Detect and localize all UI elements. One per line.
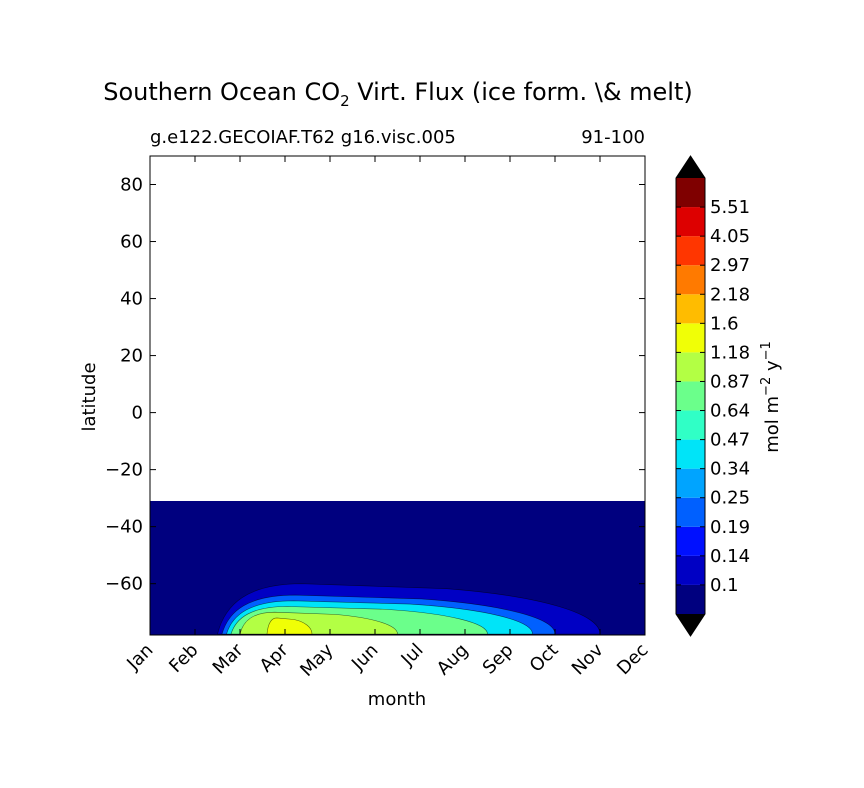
colorbar-outline bbox=[675, 155, 706, 637]
colorbar-tick-label: 0.19 bbox=[710, 517, 750, 538]
x-tick-label: Jul bbox=[397, 640, 428, 671]
colorbar-segment bbox=[676, 236, 705, 266]
colorbar-tick-label: 0.47 bbox=[710, 430, 750, 451]
colorbar-segment bbox=[676, 555, 705, 585]
colorbar-segment bbox=[676, 497, 705, 527]
y-tick-label: 80 bbox=[120, 175, 143, 196]
colorbar-segment bbox=[676, 526, 705, 556]
colorbar-label: mol m−2 y−1 bbox=[759, 341, 783, 453]
colorbar-tick-label: 0.25 bbox=[710, 488, 750, 509]
colorbar-tick-label: 1.18 bbox=[710, 342, 750, 363]
contour-band bbox=[266, 617, 313, 635]
y-ticks: 80 60 40 20 0 −20 −40 −60 bbox=[105, 175, 645, 595]
x-tick-label: Dec bbox=[613, 640, 652, 679]
colorbar-tick-label: 0.34 bbox=[710, 459, 750, 480]
title-suffix: Virt. Flux (ice form. \& melt) bbox=[350, 78, 693, 106]
y-tick-label: 40 bbox=[120, 289, 143, 310]
x-tick-label: Jan bbox=[122, 640, 157, 675]
colorbar-segment bbox=[676, 352, 705, 382]
title-subscript: 2 bbox=[340, 92, 350, 110]
colorbar-tick-label: 0.64 bbox=[710, 401, 750, 422]
y-tick-label: −60 bbox=[105, 574, 143, 595]
colorbar-segment bbox=[676, 584, 705, 614]
x-tick-label: Mar bbox=[209, 639, 248, 678]
x-tick-label: Oct bbox=[526, 640, 563, 677]
x-tick-label: Jun bbox=[347, 640, 382, 675]
colorbar-tick-label: 0.87 bbox=[710, 371, 750, 392]
colorbar-label-sup2: −1 bbox=[759, 341, 774, 360]
chart-title: Southern Ocean CO2 Virt. Flux (ice form.… bbox=[103, 78, 693, 110]
subtitle-right: 91-100 bbox=[581, 127, 645, 148]
colorbar-segment bbox=[676, 207, 705, 237]
y-tick-label: 60 bbox=[120, 232, 143, 253]
colorbar-segment bbox=[676, 381, 705, 411]
colorbar-tick-label: 0.14 bbox=[710, 546, 750, 567]
y-tick-label: 20 bbox=[120, 346, 143, 367]
colorbar-tick-label: 5.51 bbox=[710, 197, 750, 218]
x-tick-label: May bbox=[296, 639, 337, 680]
colorbar-label-sup1: −2 bbox=[759, 377, 774, 396]
colorbar-segment bbox=[676, 323, 705, 353]
title-prefix: Southern Ocean CO bbox=[103, 78, 340, 106]
y-axis-label: latitude bbox=[79, 362, 100, 431]
colorbar-segment bbox=[676, 178, 705, 208]
colorbar-segment bbox=[676, 265, 705, 295]
x-tick-label: Sep bbox=[479, 640, 518, 679]
colorbar: 0.1 0.14 0.19 0.25 0.34 0.47 0.64 0.87 1.18 1.6 2.… bbox=[675, 155, 750, 637]
colorbar-tick-label: 2.18 bbox=[710, 284, 750, 305]
colorbar-segment bbox=[676, 439, 705, 469]
plot-frame bbox=[149, 155, 646, 636]
colorbar-segment bbox=[676, 294, 705, 324]
x-axis-label: month bbox=[368, 689, 426, 710]
subtitle-left: g.e122.GECOIAF.T62 g16.visc.005 bbox=[150, 127, 456, 148]
colorbar-label-mid: y bbox=[762, 360, 783, 377]
y-tick-label: −20 bbox=[105, 460, 143, 481]
x-tick-label: Aug bbox=[433, 640, 473, 680]
y-tick-label: 0 bbox=[132, 403, 143, 424]
x-tick-label: Apr bbox=[256, 639, 293, 676]
colorbar-tick-label: 0.1 bbox=[710, 575, 739, 596]
x-tick-label: Nov bbox=[568, 639, 608, 679]
colorbar-extend-high bbox=[676, 156, 705, 178]
colorbar-extend-low bbox=[676, 614, 705, 636]
colorbar-label-unit: mol m bbox=[762, 396, 783, 453]
x-tick-label: Feb bbox=[165, 640, 202, 677]
colorbar-tick-label: 2.97 bbox=[710, 255, 750, 276]
colorbar-segment bbox=[676, 468, 705, 498]
colorbar-tick-label: 4.05 bbox=[710, 226, 750, 247]
y-tick-label: −40 bbox=[105, 517, 143, 538]
colorbar-segment bbox=[676, 410, 705, 440]
colorbar-tick-label: 1.6 bbox=[710, 313, 739, 334]
plot-area bbox=[149, 155, 646, 636]
